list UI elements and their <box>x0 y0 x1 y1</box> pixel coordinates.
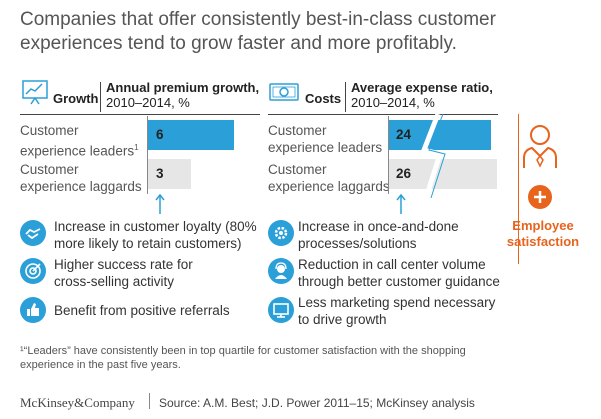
growth-metric: Annual premium growth, 2010–2014, % <box>106 80 260 110</box>
costs-header-rule <box>268 114 498 115</box>
growth-bar-laggards <box>148 159 191 189</box>
handshake-icon <box>20 220 46 246</box>
growth-header-divider <box>100 82 101 112</box>
axis-break-icon <box>420 114 446 198</box>
cost-bullet-3: Less marketing spend necessary to drive g… <box>298 295 496 327</box>
growth-bullet-2: Higher success rate for cross-selling act… <box>54 257 193 289</box>
costs-metric: Average expense ratio, 2010–2014, % <box>351 80 493 110</box>
growth-leaders-label: Customer experience leaders1 <box>20 123 139 159</box>
call-center-icon <box>268 258 294 284</box>
growth-bullet-1: Increase in customer loyalty (80% more li… <box>54 219 257 251</box>
costs-header-divider <box>345 82 346 112</box>
monitor-icon <box>268 297 294 323</box>
footnote: ¹“Leaders” have consistently been in top… <box>20 345 466 371</box>
costs-value-laggards: 26 <box>396 166 412 181</box>
growth-bar-leaders <box>148 120 234 150</box>
source-divider <box>149 393 150 409</box>
growth-value-laggards: 3 <box>156 166 164 181</box>
employee-satisfaction-label: Employee satisfaction <box>506 218 580 249</box>
cost-bullet-2: Reduction in call center volume through b… <box>298 257 500 289</box>
costs-leaders-label: Customer experience leaders <box>268 123 383 155</box>
gear-icon <box>268 220 294 246</box>
employee-divider <box>518 114 519 264</box>
growth-axis-line <box>147 116 148 194</box>
costs-label: Costs <box>305 91 342 106</box>
page-title: Companies that offer consistently best-i… <box>20 9 496 54</box>
costs-value-leaders: 24 <box>396 127 412 142</box>
growth-laggards-label: Customer experience laggards <box>20 162 142 194</box>
growth-arrow-icon <box>155 193 165 214</box>
thumbs-up-icon <box>20 297 46 323</box>
growth-chart-icon <box>22 80 48 105</box>
growth-header-rule <box>20 114 260 115</box>
costs-axis-line <box>388 116 389 194</box>
person-icon <box>523 125 557 168</box>
cost-bullet-1: Increase in once-and-done processes/solut… <box>298 219 459 251</box>
costs-arrow-icon <box>396 193 406 214</box>
growth-value-leaders: 6 <box>156 127 164 142</box>
growth-bullet-3: Benefit from positive referrals <box>54 303 230 318</box>
plus-icon <box>528 185 552 209</box>
growth-label: Growth <box>53 91 99 106</box>
costs-bar-leaders <box>389 120 491 150</box>
brand-logo: McKinsey&Company <box>20 395 135 410</box>
costs-laggards-label: Customer experience laggards <box>268 162 390 194</box>
money-icon <box>269 83 299 101</box>
target-icon <box>20 258 46 284</box>
costs-bar-laggards <box>389 159 497 189</box>
source-text: Source: A.M. Best; J.D. Power 2011–15; M… <box>159 396 475 410</box>
